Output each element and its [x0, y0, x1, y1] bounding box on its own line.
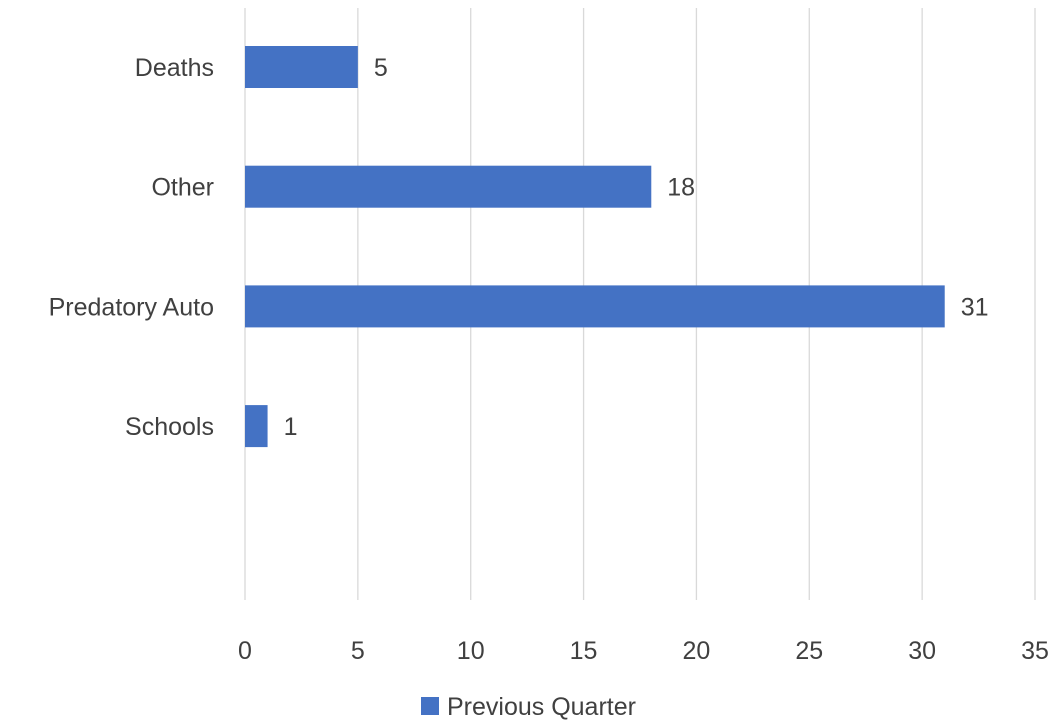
x-tick-label: 20: [683, 637, 711, 665]
category-labels: Deaths Other Predatory Auto Schools: [49, 54, 214, 441]
x-tick-label: 30: [908, 637, 936, 665]
bars: [245, 46, 945, 448]
category-label: Other: [151, 174, 214, 202]
data-label: 18: [667, 174, 695, 202]
category-label: Deaths: [135, 54, 214, 82]
data-labels: 5 18 31 1: [284, 54, 989, 441]
data-label: 31: [961, 293, 989, 321]
x-tick-label: 10: [457, 637, 485, 665]
x-tick-labels: 0 5 10 15 20 25 30 35: [238, 637, 1049, 665]
bar-predatory-auto: [245, 285, 945, 328]
category-label: Predatory Auto: [49, 293, 214, 321]
data-label: 1: [284, 413, 298, 441]
legend-label: Previous Quarter: [447, 693, 636, 721]
x-tick-label: 35: [1021, 637, 1049, 665]
legend-swatch: [421, 697, 439, 715]
x-tick-label: 25: [795, 637, 823, 665]
x-tick-label: 5: [351, 637, 365, 665]
bar-deaths: [245, 46, 358, 88]
data-label: 5: [374, 54, 388, 82]
bar-schools: [245, 405, 268, 448]
x-tick-label: 15: [570, 637, 598, 665]
bar-other: [245, 165, 652, 208]
x-tick-label: 0: [238, 637, 252, 665]
category-label: Schools: [125, 413, 214, 441]
legend: Previous Quarter: [421, 693, 636, 721]
